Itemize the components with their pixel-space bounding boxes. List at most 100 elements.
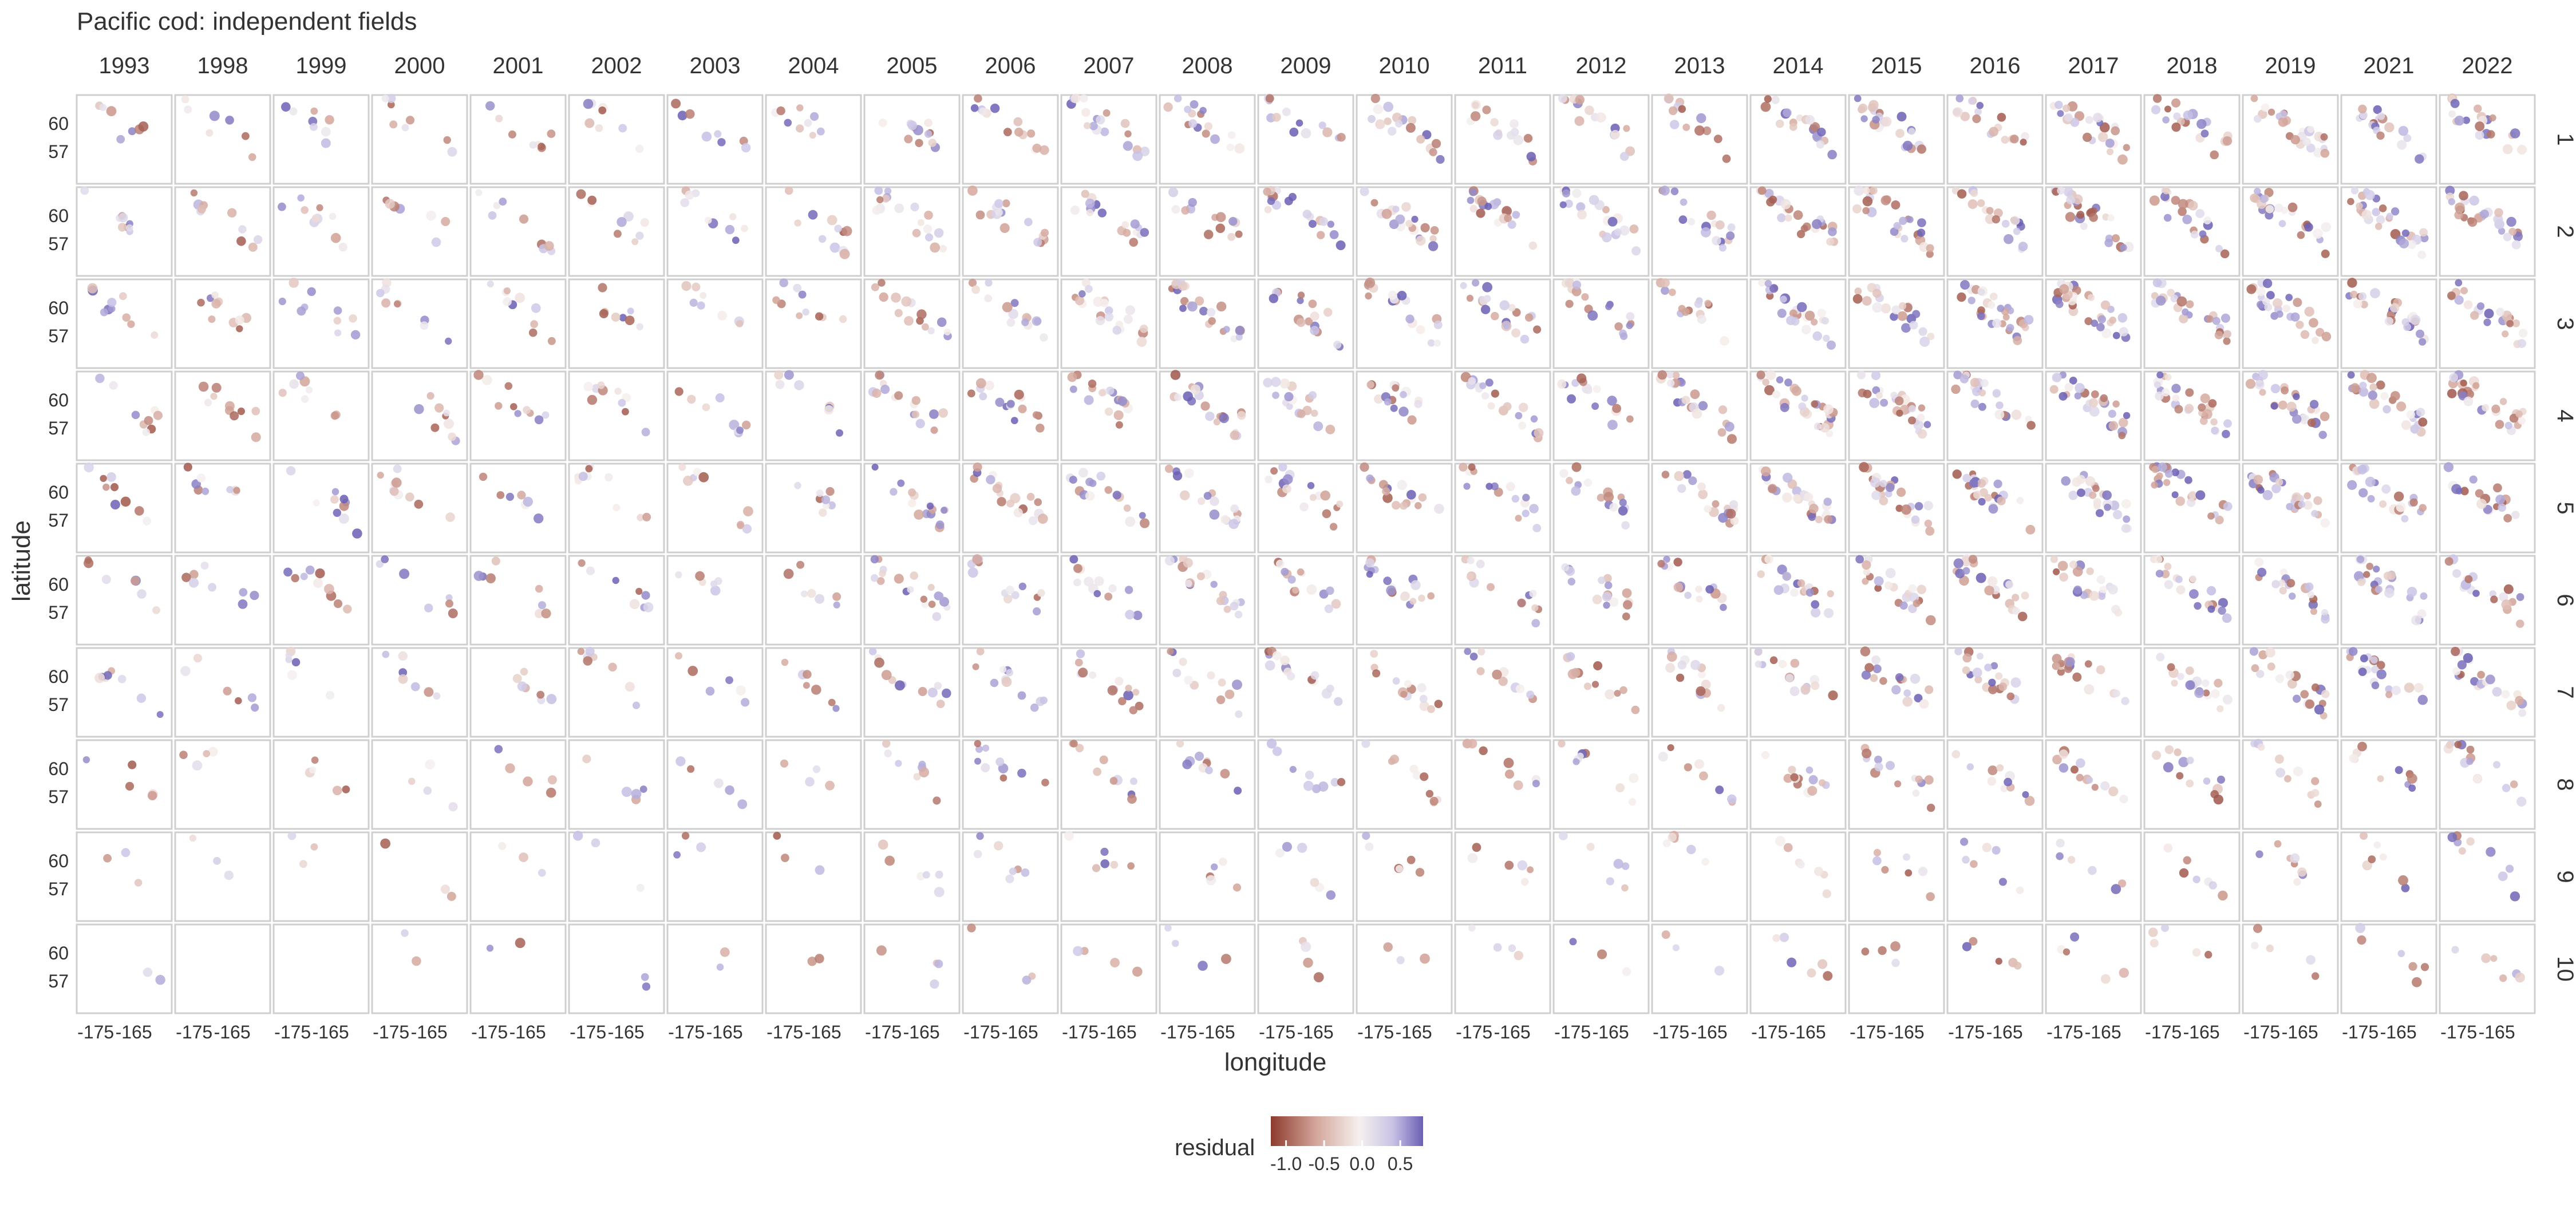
- residual-point: [1657, 370, 1668, 380]
- residual-point: [1467, 572, 1474, 580]
- residual-point: [2306, 143, 2316, 153]
- residual-point: [512, 674, 522, 684]
- residual-point: [2355, 923, 2365, 933]
- residual-point: [1666, 651, 1677, 662]
- residual-point: [1302, 210, 1312, 219]
- residual-point: [2385, 685, 2393, 693]
- residual-point: [1392, 206, 1400, 213]
- facet-panel: [1060, 278, 1157, 369]
- residual-point: [1610, 130, 1620, 140]
- residual-point: [1881, 116, 1892, 127]
- residual-point: [614, 388, 622, 395]
- residual-point: [1420, 953, 1430, 964]
- residual-point: [2171, 468, 2179, 476]
- facet-panel: [863, 923, 961, 1014]
- y-tick-label: 57: [48, 326, 69, 346]
- residual-point: [2174, 405, 2183, 414]
- residual-point: [2088, 398, 2098, 408]
- residual-point: [1531, 619, 1540, 627]
- residual-point: [382, 650, 390, 658]
- residual-point: [1171, 205, 1180, 214]
- residual-point: [1224, 689, 1235, 700]
- residual-point: [2515, 410, 2523, 418]
- x-tick-label: -165: [1396, 1022, 1432, 1042]
- residual-point: [1661, 930, 1670, 939]
- residual-point: [1664, 93, 1674, 104]
- residual-point: [1602, 232, 1612, 243]
- residual-point: [2410, 314, 2421, 325]
- residual-point: [1912, 789, 1920, 797]
- residual-point: [1917, 429, 1927, 439]
- residual-point: [2084, 684, 2095, 695]
- residual-point: [1014, 389, 1024, 400]
- residual-point: [986, 475, 995, 485]
- residual-point: [1533, 325, 1542, 334]
- residual-point: [1682, 470, 1692, 479]
- residual-point: [824, 405, 834, 415]
- residual-point: [1828, 227, 1837, 236]
- residual-point: [2021, 591, 2029, 600]
- facet-panel: [76, 555, 173, 646]
- residual-point: [1598, 576, 1606, 584]
- residual-point: [1914, 502, 1923, 511]
- residual-point: [1117, 396, 1128, 406]
- residual-point: [1368, 114, 1376, 123]
- residual-point: [1419, 701, 1429, 712]
- residual-point: [2164, 373, 2172, 381]
- residual-point: [967, 923, 976, 933]
- residual-point: [2516, 593, 2524, 601]
- residual-point: [1463, 483, 1471, 490]
- residual-point: [331, 488, 339, 496]
- residual-point: [1167, 647, 1174, 655]
- residual-point: [1528, 241, 1538, 250]
- facet-panel: [863, 186, 961, 277]
- residual-point: [932, 612, 942, 621]
- residual-point: [1783, 843, 1793, 852]
- residual-point: [447, 147, 457, 157]
- residual-point: [934, 228, 944, 238]
- residual-point: [1418, 493, 1427, 502]
- residual-point: [2148, 927, 2158, 937]
- residual-point: [2286, 503, 2294, 511]
- residual-point: [2171, 123, 2181, 132]
- residual-point: [2374, 223, 2383, 230]
- residual-point: [997, 497, 1006, 507]
- residual-point: [1164, 556, 1175, 566]
- residual-point: [2498, 227, 2506, 235]
- residual-point: [689, 298, 698, 307]
- residual-point: [829, 242, 840, 253]
- residual-point: [2108, 421, 2119, 430]
- residual-point: [307, 287, 316, 297]
- residual-point: [781, 658, 789, 666]
- residual-point: [2152, 750, 2162, 760]
- residual-point: [974, 757, 981, 765]
- facet-column-label: 2013: [1674, 53, 1725, 78]
- residual-point: [1267, 197, 1275, 206]
- residual-point: [629, 599, 640, 610]
- residual-point: [1081, 108, 1091, 117]
- residual-point: [1715, 785, 1724, 795]
- residual-point: [2176, 772, 2184, 780]
- x-tick-label: -165: [805, 1022, 841, 1042]
- residual-point: [1172, 939, 1179, 947]
- residual-point: [2459, 191, 2468, 201]
- residual-point: [2384, 122, 2395, 133]
- residual-point: [1792, 486, 1801, 496]
- residual-point: [1869, 187, 1878, 195]
- residual-point: [2104, 503, 2112, 511]
- residual-point: [547, 129, 556, 139]
- residual-point: [1381, 208, 1392, 219]
- residual-point: [2198, 403, 2206, 412]
- residual-point: [2025, 524, 2036, 535]
- residual-point: [2401, 229, 2409, 237]
- residual-point: [1696, 686, 1706, 696]
- residual-point: [1859, 462, 1869, 472]
- y-tick-label: 57: [48, 602, 69, 623]
- residual-point: [2359, 381, 2367, 390]
- residual-point: [2356, 202, 2363, 210]
- residual-point: [202, 487, 210, 495]
- x-tick-label: -175: [274, 1022, 311, 1042]
- residual-point: [812, 765, 821, 773]
- residual-point: [1764, 95, 1772, 103]
- residual-point: [1886, 761, 1895, 771]
